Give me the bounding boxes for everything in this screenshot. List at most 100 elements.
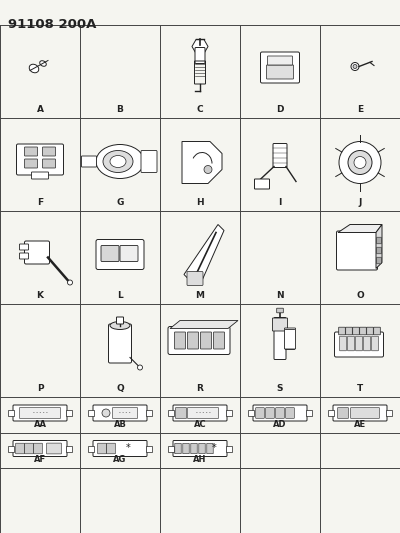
- FancyBboxPatch shape: [195, 47, 205, 63]
- FancyBboxPatch shape: [377, 257, 381, 264]
- FancyBboxPatch shape: [266, 65, 294, 79]
- Bar: [248, 410, 254, 416]
- FancyBboxPatch shape: [20, 253, 28, 259]
- Text: AD: AD: [273, 420, 287, 429]
- FancyBboxPatch shape: [256, 408, 264, 418]
- FancyBboxPatch shape: [98, 443, 106, 454]
- Polygon shape: [170, 320, 238, 328]
- Bar: [306, 410, 312, 416]
- FancyBboxPatch shape: [173, 440, 227, 456]
- FancyBboxPatch shape: [364, 336, 370, 351]
- FancyBboxPatch shape: [377, 237, 381, 244]
- FancyBboxPatch shape: [356, 336, 362, 351]
- FancyBboxPatch shape: [199, 443, 205, 454]
- FancyBboxPatch shape: [191, 443, 197, 454]
- Bar: [386, 410, 392, 416]
- Text: K: K: [36, 291, 44, 300]
- Ellipse shape: [354, 157, 366, 168]
- FancyBboxPatch shape: [277, 308, 283, 313]
- FancyBboxPatch shape: [20, 408, 60, 418]
- Text: B: B: [116, 105, 124, 114]
- Text: A: A: [36, 105, 44, 114]
- Ellipse shape: [110, 321, 130, 329]
- Text: J: J: [358, 198, 362, 207]
- Text: L: L: [117, 291, 123, 300]
- Ellipse shape: [68, 280, 72, 285]
- Ellipse shape: [96, 144, 144, 179]
- FancyBboxPatch shape: [141, 150, 157, 173]
- FancyBboxPatch shape: [377, 247, 381, 254]
- FancyBboxPatch shape: [254, 179, 270, 189]
- FancyBboxPatch shape: [176, 408, 186, 418]
- Text: AE: AE: [354, 420, 366, 429]
- Ellipse shape: [29, 64, 39, 73]
- FancyBboxPatch shape: [42, 147, 56, 156]
- Text: S: S: [277, 384, 283, 393]
- FancyBboxPatch shape: [13, 440, 67, 456]
- FancyBboxPatch shape: [107, 443, 115, 454]
- FancyBboxPatch shape: [367, 327, 373, 335]
- Text: T: T: [357, 384, 363, 393]
- Bar: [146, 410, 152, 416]
- FancyBboxPatch shape: [350, 408, 380, 418]
- FancyBboxPatch shape: [274, 318, 286, 359]
- Text: R: R: [196, 384, 204, 393]
- FancyBboxPatch shape: [13, 405, 67, 421]
- FancyBboxPatch shape: [272, 318, 288, 331]
- Text: AB: AB: [114, 420, 126, 429]
- FancyBboxPatch shape: [374, 327, 380, 335]
- FancyBboxPatch shape: [16, 144, 64, 175]
- Bar: [146, 446, 152, 451]
- FancyBboxPatch shape: [268, 56, 292, 65]
- Ellipse shape: [40, 61, 46, 66]
- FancyBboxPatch shape: [360, 327, 366, 335]
- Polygon shape: [376, 224, 382, 269]
- Text: AH: AH: [193, 455, 207, 464]
- Bar: [66, 410, 72, 416]
- Text: AF: AF: [34, 455, 46, 464]
- FancyBboxPatch shape: [334, 332, 384, 357]
- FancyBboxPatch shape: [286, 408, 294, 418]
- Ellipse shape: [102, 409, 110, 417]
- FancyBboxPatch shape: [32, 172, 48, 179]
- Text: AG: AG: [113, 455, 127, 464]
- Bar: [226, 410, 232, 416]
- FancyBboxPatch shape: [253, 405, 307, 421]
- Polygon shape: [192, 39, 208, 53]
- FancyBboxPatch shape: [284, 328, 296, 349]
- FancyBboxPatch shape: [353, 327, 359, 335]
- FancyBboxPatch shape: [336, 231, 378, 270]
- Text: M: M: [196, 291, 204, 300]
- FancyBboxPatch shape: [266, 408, 274, 418]
- FancyBboxPatch shape: [173, 405, 227, 421]
- Text: AA: AA: [34, 420, 46, 429]
- Ellipse shape: [204, 166, 212, 174]
- Ellipse shape: [353, 64, 357, 69]
- FancyBboxPatch shape: [346, 327, 352, 335]
- FancyBboxPatch shape: [174, 332, 186, 349]
- Bar: [8, 446, 14, 451]
- Text: H: H: [196, 198, 204, 207]
- FancyBboxPatch shape: [188, 408, 218, 418]
- FancyBboxPatch shape: [372, 336, 378, 351]
- Ellipse shape: [339, 141, 381, 183]
- Text: - - - - -: - - - - -: [196, 410, 210, 416]
- FancyBboxPatch shape: [46, 443, 62, 454]
- FancyBboxPatch shape: [340, 336, 346, 351]
- Bar: [8, 410, 14, 416]
- FancyBboxPatch shape: [20, 244, 28, 250]
- Text: Q: Q: [116, 384, 124, 393]
- FancyBboxPatch shape: [187, 271, 203, 286]
- Bar: [66, 446, 72, 451]
- FancyBboxPatch shape: [24, 159, 38, 168]
- FancyBboxPatch shape: [16, 443, 24, 454]
- Text: I: I: [278, 198, 282, 207]
- Text: G: G: [116, 198, 124, 207]
- FancyBboxPatch shape: [338, 408, 348, 418]
- FancyBboxPatch shape: [333, 405, 387, 421]
- FancyBboxPatch shape: [183, 443, 189, 454]
- FancyBboxPatch shape: [200, 332, 212, 349]
- FancyBboxPatch shape: [24, 147, 38, 156]
- FancyBboxPatch shape: [276, 408, 284, 418]
- Text: D: D: [276, 105, 284, 114]
